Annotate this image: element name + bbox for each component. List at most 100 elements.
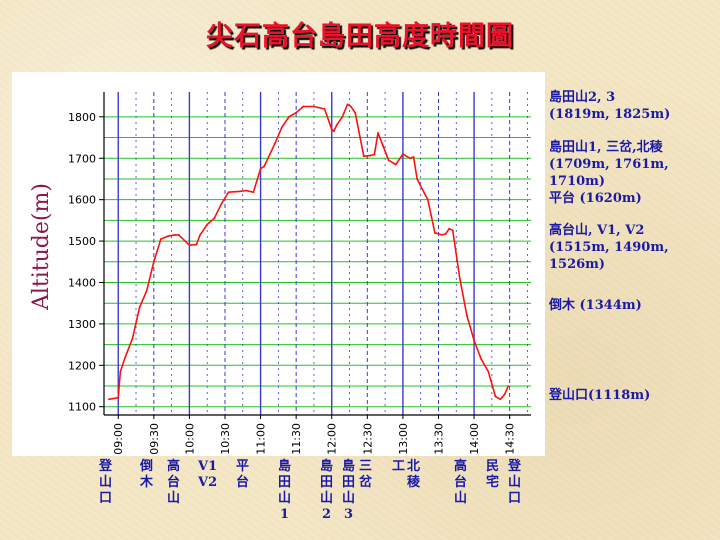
y-axis-title-wrapper: Altitude(m): [29, 183, 54, 310]
y-axis-title: Altitude(m): [29, 183, 54, 310]
data-point: [416, 178, 419, 180]
data-point: [448, 227, 451, 230]
x-tick-label: 09:00: [112, 423, 125, 455]
annotation-char: 台: [454, 475, 468, 490]
label-daotian-2-3: 島田山2, 3 (1819m, 1825m): [549, 89, 670, 123]
data-point: [409, 157, 411, 160]
data-point: [160, 238, 162, 240]
annotation-char: 高: [454, 459, 468, 474]
data-point: [377, 132, 379, 134]
annotation-char: 民: [486, 459, 500, 474]
bottom-platform: 平台: [236, 459, 249, 491]
data-point: [354, 111, 357, 114]
data-point: [313, 105, 315, 108]
data-point: [119, 370, 122, 373]
y-tick-label: 1400: [68, 276, 96, 289]
data-point: [259, 167, 262, 170]
data-point: [412, 156, 415, 158]
data-point: [373, 153, 376, 156]
annotation-char: 岔: [359, 475, 373, 490]
label-gaotai: 高台山, V1, V2 (1515m, 1490m, 1526m): [549, 222, 720, 273]
annotation-char: 山: [167, 491, 181, 506]
annotation-char: 田: [320, 475, 334, 490]
annotation-char: 登: [508, 459, 522, 474]
x-tick-label: 09:30: [148, 423, 161, 455]
bottom-v1-v2: V1 V2: [198, 459, 217, 491]
annotation-char: V1: [198, 459, 218, 474]
annotation-char: 台: [167, 475, 181, 490]
x-tick-label: 13:30: [432, 423, 445, 455]
data-point: [281, 126, 283, 129]
data-point: [362, 155, 365, 158]
y-tick-label: 1500: [68, 235, 96, 248]
data-point: [369, 154, 372, 157]
data-point: [434, 231, 436, 234]
data-point: [213, 217, 216, 220]
x-tick-label: 13:00: [397, 423, 410, 455]
data-point: [451, 229, 454, 232]
annotation-char: 高: [167, 459, 181, 474]
data-point: [341, 115, 344, 118]
series-line-altitude: [108, 103, 509, 401]
data-point: [124, 356, 127, 358]
data-point: [199, 233, 201, 236]
x-tick-label: 10:00: [183, 423, 196, 455]
data-point: [473, 339, 475, 342]
data-point: [402, 153, 404, 156]
annotation-char: 田: [342, 475, 356, 490]
data-point: [220, 202, 223, 205]
bottom-gaotai-2: 高台山: [454, 459, 467, 507]
data-point: [227, 191, 230, 194]
annotation-char: 平: [236, 459, 250, 474]
annotation-char: 山: [320, 491, 334, 506]
y-tick-label: 1100: [68, 401, 96, 414]
data-point: [302, 105, 305, 108]
annotation-char: 稜: [407, 475, 421, 490]
data-point: [507, 385, 510, 387]
y-tick-label: 1800: [68, 111, 96, 124]
bottom-sancha: 三岔: [359, 459, 372, 491]
bottom-fallen-tree: 倒木: [140, 459, 153, 491]
data-point: [350, 105, 352, 108]
data-point: [177, 233, 180, 236]
data-point: [426, 198, 429, 201]
data-point: [206, 223, 209, 226]
x-tick-label: 11:00: [255, 423, 268, 455]
data-point: [138, 306, 141, 309]
annotation-char: V2: [198, 475, 218, 490]
annotation-char: 山: [508, 475, 522, 490]
annotation-char: 三: [359, 459, 373, 474]
label-trailhead: 登山口(1118m): [549, 387, 650, 404]
annotation-line: (1709m, 1761m, 1710m): [549, 157, 669, 189]
y-tick-label: 1300: [68, 318, 96, 331]
annotation-char: 2: [321, 507, 332, 522]
data-point: [273, 142, 276, 145]
y-tick-label: 1700: [68, 152, 96, 165]
annotation-line: 島田山2, 3: [549, 90, 616, 105]
annotation-char: 北: [407, 459, 421, 474]
page-title: 尖石高台島田高度時間圖: [206, 21, 514, 52]
y-tick-label: 1200: [68, 359, 96, 372]
data-point: [188, 244, 191, 247]
x-tick-label: 14:30: [504, 423, 517, 455]
data-point: [152, 260, 155, 263]
data-point: [466, 314, 468, 317]
annotation-char: 口: [508, 491, 522, 506]
data-point: [252, 191, 255, 194]
annotation-char: 宅: [486, 475, 500, 490]
data-point: [387, 159, 390, 162]
data-point: [346, 103, 349, 106]
x-tick-label: 11:30: [290, 423, 303, 455]
annotation-line: (1515m, 1490m, 1526m): [549, 240, 669, 272]
plot-panel: 1100 1200 1300 1400 1500 1600 1700 1800 09:00 09:…: [12, 72, 545, 456]
data-point: [195, 243, 198, 246]
data-point: [499, 398, 502, 401]
bottom-gaotai-1: 高台山: [167, 459, 180, 507]
data-point: [174, 233, 177, 236]
bottom-trailhead-end: 登山口: [508, 459, 521, 507]
data-point: [288, 115, 290, 118]
annotation-char: 倒: [140, 459, 154, 474]
data-point: [494, 395, 497, 398]
annotation-char: 口: [99, 491, 113, 506]
data-point: [323, 108, 326, 110]
